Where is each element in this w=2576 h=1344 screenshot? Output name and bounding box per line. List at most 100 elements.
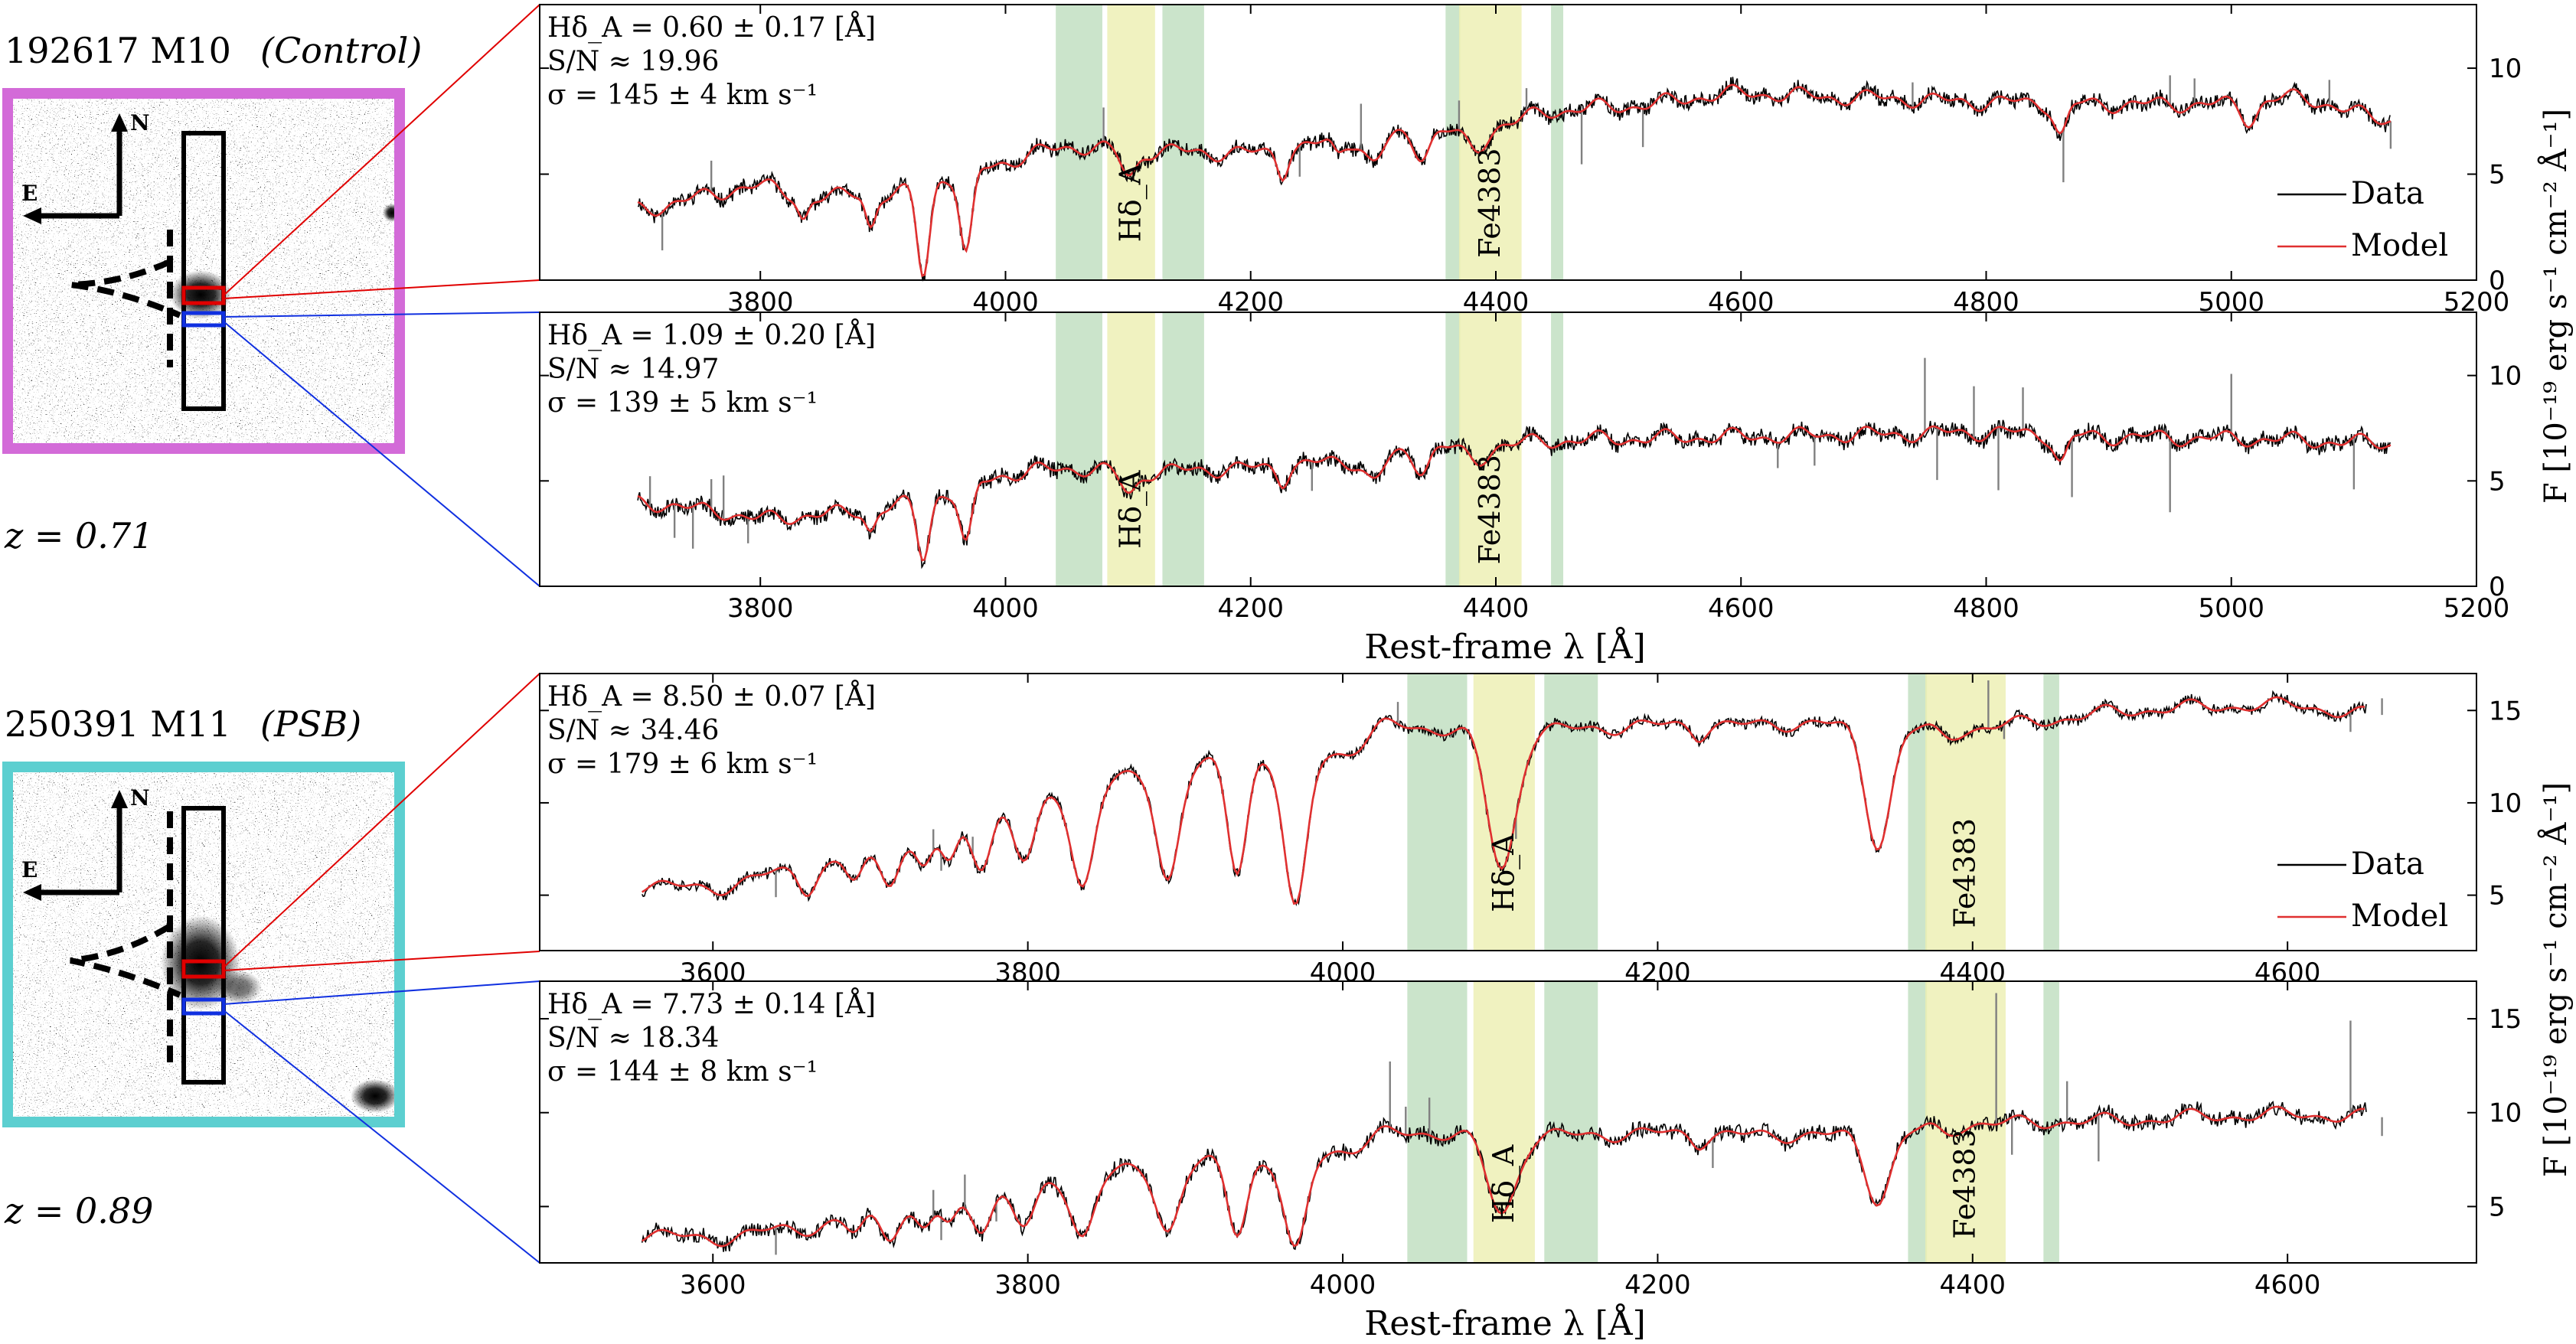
sideband-4-2 — [1544, 981, 1598, 1263]
ylabel-bottom: F [10⁻¹⁹ erg s⁻¹ cm⁻² Å⁻¹] — [2538, 782, 2574, 1177]
galaxy-2-north-label: N — [130, 785, 150, 811]
spectrum-panel-4: 3600 3800 4000 4200 4400 4600 5 10 15 Hδ_A = 7.73… — [539, 980, 2522, 1300]
galaxy-1-connector-bottom-2 — [223, 321, 540, 587]
y-tick-label-2-5: 5 — [2489, 466, 2506, 497]
sideband-3-4 — [2043, 674, 2059, 951]
galaxy-1-connector-top-2 — [223, 279, 540, 299]
axes-frame-1 — [539, 4, 2477, 281]
galaxy-2-red-box — [181, 959, 226, 979]
central-band-2-1 — [1107, 312, 1155, 586]
spectrum-panel-1: 3800 4000 4200 4400 4600 4800 5000 52000510Hδ_A… — [539, 4, 2522, 318]
spectrum-panels: 3800 4000 4200 4400 4600 4800 5000 5200 0 5 10 Hδ_A… — [539, 4, 2522, 1300]
xlabel-bottom: Rest-frame λ [Å] — [1364, 1303, 1646, 1343]
y-tick-label-1-10: 10 — [2489, 54, 2522, 84]
x-tick-label-2-3800: 3800 — [727, 593, 794, 624]
galaxy-2-connector-top-2 — [223, 951, 540, 971]
galaxy-1-type: (Control) — [260, 30, 422, 71]
model-line-3 — [642, 696, 2365, 905]
sideband-3-2 — [1544, 674, 1598, 951]
fe4383-label-3: Fe4383 — [1948, 818, 1982, 928]
sideband-3-1 — [1407, 674, 1468, 951]
y-tick-label-1-5: 5 — [2489, 160, 2506, 191]
x-tick-label-4-4600: 4600 — [2254, 1270, 2321, 1300]
central-band-3-1 — [1473, 674, 1535, 951]
fe4383-label-4: Fe4383 — [1948, 1129, 1982, 1238]
sideband-1-4 — [1551, 5, 1564, 280]
stat-2-3: σ = 139 ± 5 km s⁻¹ — [547, 387, 818, 419]
galaxy-2-id: 250391 M11 — [5, 703, 231, 745]
legend-model-label-3: Model — [2351, 899, 2448, 934]
x-tick-label-2-4600: 4600 — [1708, 593, 1774, 624]
fe4383-label-2: Fe4383 — [1473, 455, 1507, 564]
legend-model-label-1: Model — [2351, 228, 2448, 263]
x-tick-label-4-3600: 3600 — [680, 1270, 746, 1300]
galaxy-1-east-label: E — [21, 181, 38, 206]
hdelta-label-4: Hδ_A — [1487, 1144, 1521, 1223]
galaxy-1-dashed-outline — [70, 230, 181, 367]
galaxy-2-connector-top — [223, 673, 540, 968]
y-tick-label-2-10: 10 — [2489, 361, 2522, 392]
galaxy-2-connector-bottom — [223, 980, 540, 1005]
y-tick-label-3-10: 10 — [2489, 788, 2522, 819]
galaxy-2-info: 250391 M11 (PSB) z = 0.89 — [4, 703, 361, 1231]
x-tick-label-2-5000: 5000 — [2198, 593, 2264, 624]
galaxy-2-connector-bottom-2 — [223, 1010, 540, 1264]
sideband-1-3 — [1445, 5, 1461, 280]
x-tick-label-4-4200: 4200 — [1624, 1270, 1691, 1300]
model-line-2 — [637, 425, 2392, 562]
axes-frame-4 — [539, 980, 2477, 1264]
model-line-1 — [637, 83, 2392, 278]
stat-3-2: S/N ≈ 34.46 — [547, 715, 719, 746]
x-tick-label-4-4000: 4000 — [1310, 1270, 1376, 1300]
galaxy-1-slit — [181, 131, 226, 411]
y-tick-label-3-5: 5 — [2489, 881, 2506, 912]
sideband-2-1 — [1056, 312, 1102, 586]
axes-frame-3 — [539, 673, 2477, 951]
stat-3-3: σ = 179 ± 6 km s⁻¹ — [547, 749, 818, 780]
axes-frame-2 — [539, 312, 2477, 587]
stat-2-2: S/N ≈ 14.97 — [547, 354, 719, 385]
stat-1-3: σ = 145 ± 4 km s⁻¹ — [547, 80, 818, 111]
x-tick-label-4-4400: 4400 — [1940, 1270, 2006, 1300]
legend-data-label-3: Data — [2351, 847, 2424, 882]
galaxy-1-blue-box — [181, 311, 226, 328]
galaxy-1-connector-top — [223, 4, 540, 296]
central-band-3-2 — [1925, 674, 2006, 951]
sideband-4-3 — [1908, 981, 1928, 1263]
galaxy-1-frame — [2, 88, 405, 454]
sideband-4-1 — [1407, 981, 1468, 1263]
y-tick-label-4-15: 15 — [2489, 1004, 2522, 1035]
hdelta-label-1: Hδ_A — [1114, 163, 1148, 242]
stat-4-2: S/N ≈ 18.34 — [547, 1023, 719, 1054]
galaxy-2-east-label: E — [21, 857, 38, 882]
galaxy-1-cutout: N E — [2, 88, 405, 454]
stat-2-1: Hδ_A = 1.09 ± 0.20 [Å] — [547, 319, 876, 351]
y-tick-label-1-0: 0 — [2489, 266, 2506, 296]
x-tick-label-4-3800: 3800 — [994, 1270, 1061, 1300]
y-tick-label-4-5: 5 — [2489, 1192, 2506, 1222]
stat-3-1: Hδ_A = 8.50 ± 0.07 [Å] — [547, 680, 876, 713]
sideband-1-1 — [1056, 5, 1102, 280]
galaxy-1-redshift: z = 0.71 — [4, 515, 153, 556]
galaxy-2-slit — [181, 806, 226, 1085]
x-tick-label-2-4200: 4200 — [1217, 593, 1284, 624]
y-tick-label-4-10: 10 — [2489, 1098, 2522, 1129]
sideband-3-3 — [1908, 674, 1928, 951]
stat-1-2: S/N ≈ 19.96 — [547, 46, 719, 77]
galaxy-2-blue-box — [181, 997, 226, 1016]
sideband-4-4 — [2043, 981, 2059, 1263]
galaxy-1-id: 192617 M10 — [5, 30, 231, 71]
model-line-4 — [642, 1105, 2365, 1248]
x-tick-label-2-4800: 4800 — [1953, 593, 2019, 624]
central-band-4-1 — [1473, 981, 1535, 1263]
galaxy-2-frame — [2, 762, 405, 1127]
central-band-1-1 — [1107, 5, 1155, 280]
galaxy-1-info: 192617 M10 (Control) z = 0.71 — [4, 30, 422, 556]
stat-4-1: Hδ_A = 7.73 ± 0.14 [Å] — [547, 988, 876, 1020]
galaxy-1-compass-icon: N E — [21, 110, 150, 224]
x-tick-label-2-5200: 5200 — [2444, 593, 2510, 624]
x-tick-label-2-4400: 4400 — [1463, 593, 1530, 624]
x-tick-label-2-4000: 4000 — [972, 593, 1039, 624]
